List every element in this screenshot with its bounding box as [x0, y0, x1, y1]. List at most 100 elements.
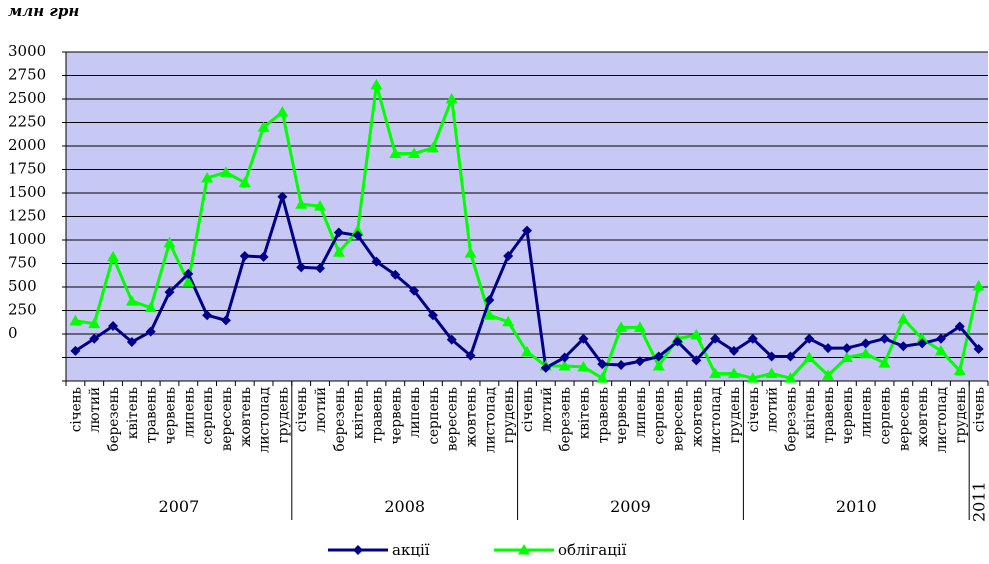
data-point	[108, 321, 119, 332]
data-point	[107, 250, 120, 262]
data-point	[521, 345, 533, 357]
data-point	[710, 333, 721, 344]
x-tick-label: квітень	[802, 387, 818, 439]
data-point	[238, 176, 251, 188]
x-tick-label: лютий	[87, 387, 103, 433]
x-tick-label: серпень	[426, 387, 442, 445]
data-point	[879, 333, 890, 344]
data-point	[445, 93, 458, 104]
year-label: 2008	[384, 497, 425, 516]
x-tick-label: лютий	[313, 387, 329, 433]
data-point	[126, 336, 137, 347]
unit-label: млн грн	[8, 2, 80, 20]
x-tick-label: липень	[407, 387, 423, 438]
data-point	[389, 147, 402, 159]
data-point	[916, 332, 929, 344]
x-tick-label: серпень	[878, 387, 894, 445]
x-tick-label: жовтень	[689, 387, 705, 447]
data-point	[727, 367, 740, 378]
y-axis-ticks: 3000275025002250200017501500125010007505…	[8, 42, 46, 342]
data-point	[88, 317, 101, 329]
data-point	[691, 355, 702, 366]
x-tick-label: грудень	[501, 387, 517, 443]
data-point	[522, 225, 532, 236]
x-tick-label: квітень	[125, 387, 141, 439]
x-tick-label: червень	[840, 387, 856, 445]
data-point	[652, 359, 665, 371]
data-point	[822, 369, 835, 380]
x-tick-label: квітень	[351, 387, 367, 439]
y-tick-label: 1000	[8, 230, 46, 248]
y-tick-label: 2750	[8, 66, 46, 84]
x-tick-label: травень	[821, 387, 837, 443]
data-point	[503, 250, 514, 261]
data-point	[371, 256, 382, 267]
data-point	[390, 269, 401, 280]
year-label: 2007	[159, 497, 200, 516]
data-point	[446, 334, 457, 345]
data-point	[559, 352, 570, 363]
x-tick-label: вересень	[445, 387, 461, 451]
data-point	[164, 287, 175, 298]
x-tick-label: січень	[68, 387, 84, 432]
data-point	[409, 285, 420, 296]
data-point	[765, 367, 778, 378]
y-tick-label: 750	[8, 254, 37, 272]
data-point	[558, 359, 571, 371]
axes	[62, 51, 989, 386]
series-markers	[69, 78, 985, 383]
data-point	[484, 295, 495, 306]
y-tick-label: 500	[8, 277, 37, 295]
x-tick-label: січень	[520, 387, 536, 432]
y-tick-label: 2500	[8, 89, 46, 107]
x-tick-label: липень	[181, 387, 197, 438]
data-point	[596, 372, 609, 383]
data-point	[878, 357, 891, 368]
year-labels: 2007 2008 2009 2010 2011	[159, 381, 989, 522]
data-point	[258, 251, 269, 262]
x-tick-label: вересень	[671, 387, 687, 451]
y-tick-label: 2250	[8, 113, 46, 131]
y-tick-label: 1250	[8, 207, 46, 225]
data-point	[840, 351, 853, 362]
data-point	[578, 333, 589, 344]
y-tick-label: 250	[8, 301, 37, 319]
data-point	[239, 250, 250, 261]
y-tick-label: 1500	[8, 183, 46, 201]
x-tick-label: грудень	[275, 387, 291, 443]
data-point	[427, 310, 438, 321]
x-tick-label: квітень	[576, 387, 592, 439]
x-tick-label: травень	[595, 387, 611, 443]
data-point	[615, 321, 628, 332]
y-tick-label: 2000	[8, 136, 46, 154]
data-point	[785, 351, 796, 362]
data-point	[784, 372, 797, 383]
x-tick-label: березень	[332, 387, 348, 451]
data-point	[954, 321, 965, 332]
data-point	[351, 224, 364, 236]
data-point	[464, 247, 477, 258]
x-tick-label: серпень	[652, 387, 668, 445]
data-point	[859, 347, 872, 359]
x-tick-label: березень	[106, 387, 122, 451]
x-tick-label: червень	[614, 387, 630, 445]
x-tick-label: листопад	[934, 387, 950, 453]
x-tick-label: червень	[388, 387, 404, 445]
data-point	[70, 345, 81, 356]
data-point	[219, 166, 232, 177]
x-tick-label: лютий	[765, 387, 781, 433]
y-tick-label: 3000	[8, 42, 46, 60]
data-point	[804, 333, 815, 344]
x-tick-label: листопад	[708, 387, 724, 453]
data-point	[803, 351, 816, 362]
x-tick-label: лютий	[539, 387, 555, 433]
data-point	[672, 336, 683, 347]
x-tick-label: липень	[859, 387, 875, 438]
x-tick-label: грудень	[727, 387, 743, 443]
x-tick-label: березень	[558, 387, 574, 451]
data-point	[163, 236, 176, 248]
data-point	[332, 246, 345, 257]
data-point	[370, 78, 383, 90]
x-axis-ticks: січень лютий березень квітень травень червень…	[68, 387, 987, 453]
